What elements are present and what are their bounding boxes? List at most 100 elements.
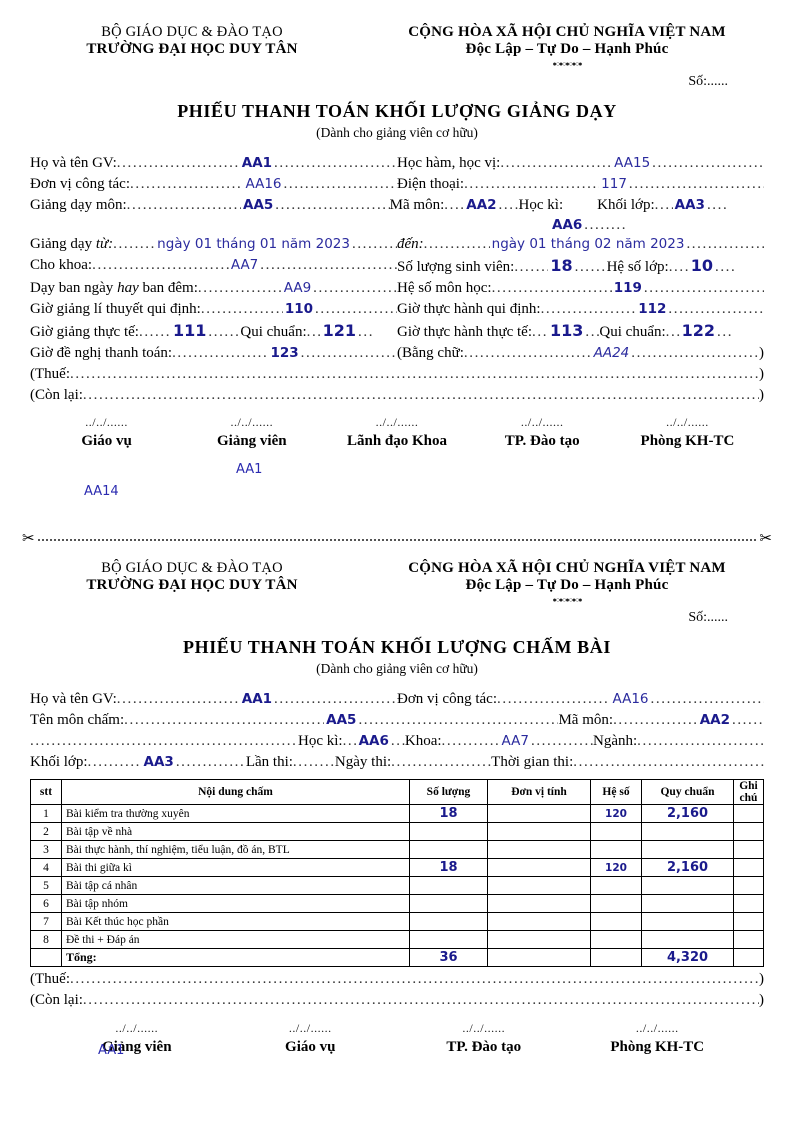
cell-ghichu[interactable] bbox=[733, 894, 764, 913]
value-ban-ngay-dem[interactable]: AA9 bbox=[283, 280, 312, 296]
col-header-quychuan: Quy chuẩn bbox=[641, 779, 734, 805]
cell-quychuan[interactable] bbox=[641, 840, 734, 859]
dots-leader bbox=[358, 710, 558, 731]
cell-soluong[interactable] bbox=[409, 876, 488, 895]
cell-ghichu[interactable] bbox=[733, 840, 764, 859]
label-nganh: Ngành: bbox=[592, 733, 638, 749]
dots-leader bbox=[70, 364, 759, 385]
cell-donvi[interactable] bbox=[487, 912, 591, 931]
cell-quychuan[interactable] bbox=[641, 930, 734, 949]
field-ho-ten2: Họ và tên GV: AA1 bbox=[30, 689, 397, 710]
cell-noidung: Bài tập về nhà bbox=[61, 822, 410, 841]
value-don-vi[interactable]: AA16 bbox=[245, 176, 282, 192]
value-he-so-lop[interactable]: 10 bbox=[690, 256, 713, 275]
cell-ghichu[interactable] bbox=[733, 804, 764, 823]
cell-quychuan[interactable]: 2,160 bbox=[641, 804, 734, 823]
cell-heso[interactable] bbox=[590, 840, 642, 859]
dots-leader bbox=[732, 710, 764, 731]
cell-soluong[interactable] bbox=[409, 930, 488, 949]
value-cho-khoa[interactable]: AA7 bbox=[230, 257, 259, 273]
cell-donvi[interactable] bbox=[487, 876, 591, 895]
cell-heso[interactable] bbox=[590, 894, 642, 913]
value-ho-ten[interactable]: AA1 bbox=[241, 691, 273, 707]
closing-paren: ) bbox=[759, 366, 764, 382]
value-khoi-lop[interactable]: AA3 bbox=[674, 197, 705, 213]
label-don-vi: Đơn vị công tác: bbox=[397, 691, 497, 707]
value-gio-de-nghi[interactable]: 123 bbox=[270, 345, 299, 361]
cell-ghichu[interactable] bbox=[733, 822, 764, 841]
cell-ghichu[interactable] bbox=[733, 912, 764, 931]
cell-donvi[interactable] bbox=[487, 894, 591, 913]
field-gio-lt-qd: Giờ giảng lí thuyết qui định: 110 bbox=[30, 299, 397, 320]
value-khoi-lop[interactable]: AA3 bbox=[143, 754, 174, 770]
value-he-so-mon[interactable]: 119 bbox=[613, 280, 642, 296]
section-teaching-payment: BỘ GIÁO DỤC & ĐÀO TẠO TRƯỜNG ĐẠI HỌC DUY… bbox=[0, 0, 794, 450]
loose-value-aa14-section1[interactable]: AA14 bbox=[84, 484, 119, 499]
value-ma-mon[interactable]: AA2 bbox=[699, 712, 730, 728]
value-den-ngay[interactable]: ngày 01 tháng 02 năm 2023 bbox=[491, 236, 685, 252]
dots-leader bbox=[315, 299, 397, 320]
value-qui-chuan[interactable]: 121 bbox=[322, 321, 357, 340]
cell-soluong[interactable] bbox=[409, 894, 488, 913]
cell-soluong[interactable]: 18 bbox=[409, 804, 488, 823]
value-khoa[interactable]: AA7 bbox=[501, 733, 529, 749]
value-ten-mon-cham[interactable]: AA5 bbox=[326, 712, 357, 728]
field-row-term2: Học kì: AA6 Khoa: AA7 Ngành: bbox=[30, 731, 764, 752]
value-ho-ten[interactable]: AA1 bbox=[241, 155, 273, 171]
value-qui-chuan2[interactable]: 122 bbox=[681, 321, 716, 340]
cell-heso[interactable] bbox=[590, 930, 642, 949]
cell-ghichu[interactable] bbox=[733, 858, 764, 877]
cell-donvi[interactable] bbox=[487, 858, 591, 877]
cell-soluong[interactable] bbox=[409, 912, 488, 931]
value-dien-thoai[interactable]: 117 bbox=[601, 176, 627, 192]
cell-quychuan[interactable] bbox=[641, 876, 734, 895]
cell-noidung: Bài Kết thúc học phần bbox=[61, 912, 410, 931]
cell-soluong[interactable]: 18 bbox=[409, 858, 488, 877]
field-row-remaining: (Còn lại: ) bbox=[30, 385, 764, 406]
dots-leader bbox=[83, 990, 759, 1011]
signature-block: ../../...... Lãnh đạo Khoa bbox=[324, 415, 469, 450]
cell-ghichu[interactable] bbox=[733, 876, 764, 895]
cell-quychuan[interactable] bbox=[641, 912, 734, 931]
cell-donvi[interactable] bbox=[487, 822, 591, 841]
table-header-row: stt Nội dung chấm Số lượng Đơn vị tính H… bbox=[30, 779, 764, 805]
loose-value-aa1-section2[interactable]: AA1 bbox=[98, 1043, 125, 1058]
value-gio-th-qd[interactable]: 112 bbox=[638, 301, 667, 317]
cell-donvi[interactable] bbox=[487, 804, 591, 823]
value-don-vi[interactable]: AA16 bbox=[612, 691, 649, 707]
value-gio-giang-tt[interactable]: 111 bbox=[172, 321, 207, 340]
value-tu-ngay[interactable]: ngày 01 tháng 01 năm 2023 bbox=[157, 236, 350, 252]
cell-quychuan[interactable] bbox=[641, 822, 734, 841]
cell-heso[interactable] bbox=[590, 912, 642, 931]
value-hoc-ki[interactable]: AA6 bbox=[552, 217, 583, 233]
cell-soluong[interactable] bbox=[409, 840, 488, 859]
signature-block: ../../...... Phòng KH-TC bbox=[571, 1021, 745, 1056]
value-giang-day-mon[interactable]: AA5 bbox=[243, 197, 274, 213]
cell-heso[interactable] bbox=[590, 822, 642, 841]
value-so-luong-sv[interactable]: 18 bbox=[550, 256, 573, 275]
value-hoc-ham[interactable]: AA15 bbox=[614, 155, 651, 171]
label-giang-day-mon: Giảng dạy môn: bbox=[30, 197, 127, 213]
dots-leader bbox=[198, 278, 282, 299]
label-thoi-gian-thi: Thời gian thi: bbox=[491, 754, 574, 770]
cell-ghichu[interactable] bbox=[733, 930, 764, 949]
loose-value-aa1-section1[interactable]: AA1 bbox=[236, 462, 263, 477]
cell-quychuan[interactable] bbox=[641, 894, 734, 913]
cell-quychuan[interactable]: 2,160 bbox=[641, 858, 734, 877]
value-gio-th-tt[interactable]: 113 bbox=[550, 321, 584, 340]
cell-heso[interactable]: 120 bbox=[590, 804, 642, 823]
value-gio-lt-qd[interactable]: 110 bbox=[284, 301, 314, 317]
value-ma-mon[interactable]: AA2 bbox=[466, 197, 497, 213]
table-row: 6 Bài tập nhóm bbox=[30, 894, 764, 913]
value-bang-chu[interactable]: AA24 bbox=[593, 345, 630, 361]
cell-heso[interactable]: 120 bbox=[590, 858, 642, 877]
value-hoc-ki[interactable]: AA6 bbox=[358, 733, 389, 749]
field-thue: (Thuế: ) bbox=[30, 364, 764, 385]
cell-donvi[interactable] bbox=[487, 930, 591, 949]
cell-donvi[interactable] bbox=[487, 840, 591, 859]
signature-role: TP. Đào tạo bbox=[446, 1039, 522, 1055]
cell-soluong[interactable] bbox=[409, 822, 488, 841]
cell-noidung: Bài thi giữa kì bbox=[61, 858, 410, 877]
cell-heso[interactable] bbox=[590, 876, 642, 895]
ministry-name: BỘ GIÁO DỤC & ĐÀO TẠO bbox=[101, 24, 283, 40]
